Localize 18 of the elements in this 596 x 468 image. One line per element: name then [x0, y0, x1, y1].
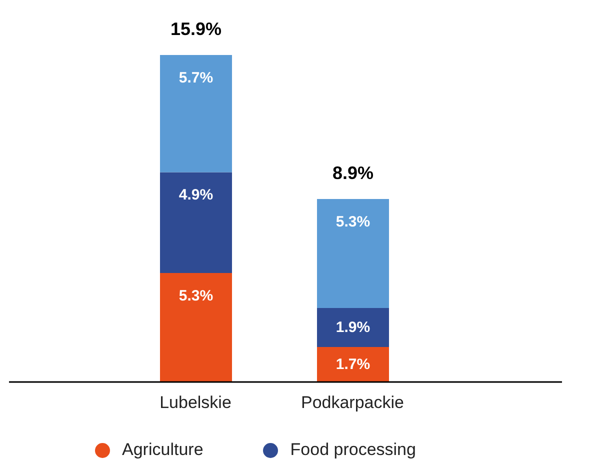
legend-label: Food processing: [290, 440, 416, 459]
data-label: 4.9%: [178, 186, 214, 204]
data-label: 1.7%: [336, 356, 370, 374]
bar: [160, 172, 232, 273]
data-label: 5.3%: [178, 288, 214, 304]
bar: [160, 273, 232, 382]
x-tick-label: Podkarpackie: [300, 393, 404, 412]
bar: [317, 198, 389, 308]
data-label: 5.3%: [336, 213, 370, 230]
data-label: 5.7%: [178, 70, 214, 86]
bar: [317, 308, 389, 348]
x-tick-label: Lubelskie: [160, 393, 232, 412]
total-label: 8.9%: [332, 162, 374, 183]
bar: [317, 347, 389, 382]
total-label: 15.9%: [170, 19, 222, 39]
legend-label: Agriculture: [122, 440, 204, 459]
data-label: 1.9%: [336, 319, 370, 336]
bar: [160, 55, 232, 172]
